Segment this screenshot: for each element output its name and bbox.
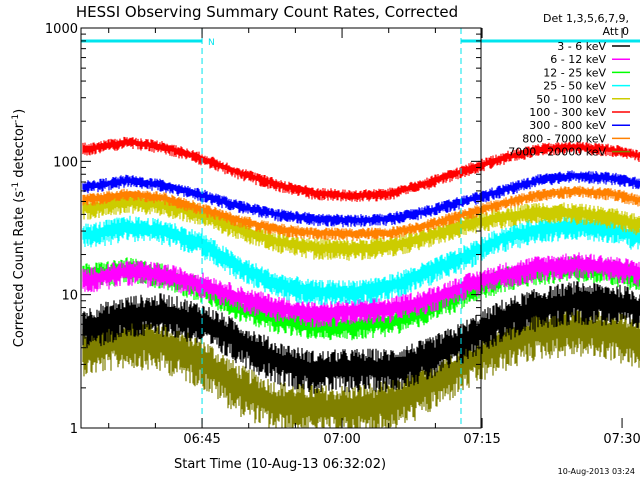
legend-entry: 7000 - 20000 keV [508, 146, 630, 159]
legend-entry: 3 - 6 keV [557, 40, 630, 53]
legend-label: 12 - 25 keV [543, 66, 606, 79]
series-line [82, 191, 640, 261]
legend-entry: 300 - 800 keV [529, 119, 630, 132]
legend-label: 7000 - 20000 keV [508, 146, 606, 159]
legend-label: 100 - 300 keV [529, 106, 606, 119]
chart-title: HESSI Observing Summary Count Rates, Cor… [76, 3, 458, 21]
series-line [82, 170, 640, 228]
y-tick-label: 100 [53, 155, 78, 170]
legend-header-line-1: Det 1,3,5,6,7,9, [543, 12, 629, 25]
series-line [82, 305, 640, 428]
series-line [82, 185, 640, 241]
y-tick-label: 1000 [45, 22, 78, 37]
footer-timestamp: 10-Aug-2013 03:24 [558, 467, 635, 476]
x-tick-label: 07:15 [463, 432, 500, 447]
night-marker [460, 28, 640, 428]
plot-frame [80, 27, 482, 429]
x-axis-label: Start Time (10-Aug-13 06:32:02) [174, 457, 386, 472]
x-tick-label: 07:30 [603, 432, 640, 447]
night-label: N [208, 38, 215, 48]
legend-label: 6 - 12 keV [550, 53, 606, 66]
series-line [82, 252, 640, 328]
y-axis-label: Corrected Count Rate (s-1 detector-1) [11, 109, 27, 347]
x-tick-label: 07:00 [323, 432, 360, 447]
series-line [82, 136, 640, 202]
legend-label: 300 - 800 keV [529, 119, 606, 132]
y-tick-label: 1 [70, 422, 78, 437]
legend-entry: 50 - 100 keV [536, 93, 630, 106]
legend-entry: 25 - 50 keV [543, 80, 630, 93]
legend-entry: 6 - 12 keV [550, 53, 630, 66]
legend-label: 800 - 7000 keV [522, 132, 606, 145]
y-tick-label: 10 [61, 289, 78, 304]
series-line [82, 281, 640, 394]
legend-entry: 12 - 25 keV [543, 66, 630, 79]
legend-header-line-2: Att 0 [603, 25, 629, 38]
legend-label: 3 - 6 keV [557, 40, 606, 53]
legend-entry: 800 - 7000 keV [522, 132, 630, 145]
series-layer [82, 136, 640, 428]
series-line [82, 214, 640, 306]
legend-label: 50 - 100 keV [536, 93, 606, 106]
legend-label: 25 - 50 keV [543, 80, 606, 93]
x-tick-label: 06:45 [183, 432, 220, 447]
legend-entry: 100 - 300 keV [529, 106, 630, 119]
